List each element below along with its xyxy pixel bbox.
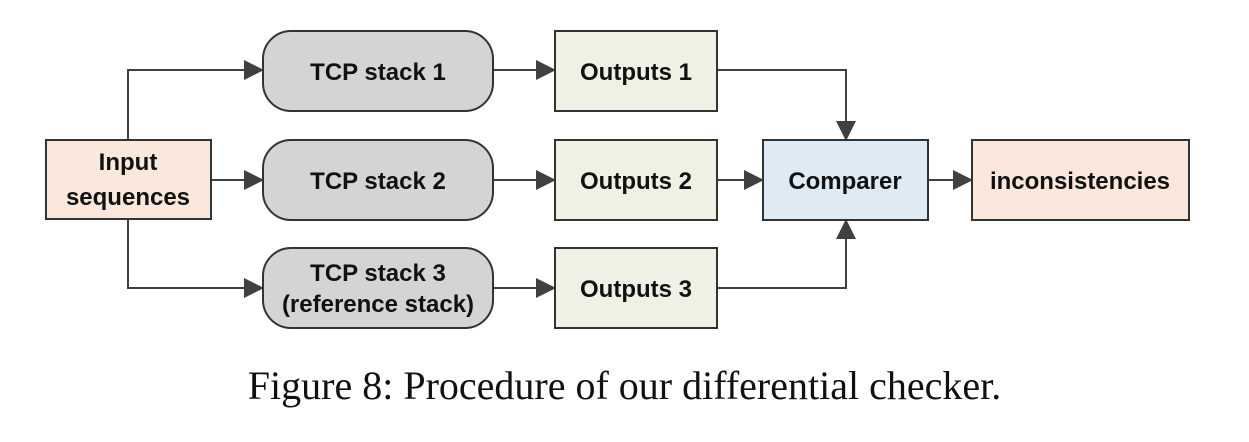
input-sequences-label-line2: sequences — [66, 184, 190, 211]
outputs-1-box — [554, 30, 718, 112]
arrow-outputs1-to-comparer — [717, 69, 856, 141]
tcp-stack-1-label: TCP stack 1 — [310, 59, 446, 86]
outputs-2-label: Outputs 2 — [580, 168, 692, 195]
tcp-stack-1-box — [262, 30, 494, 112]
inconsistencies-node: inconsistencies — [971, 139, 1190, 221]
arrow-outputs3-to-comparer — [717, 219, 856, 289]
arrow-input-to-tcp1 — [127, 60, 264, 139]
outputs-3-box — [554, 247, 718, 329]
input-sequences-label-line1: Input — [99, 149, 158, 176]
inconsistencies-label: inconsistencies — [990, 168, 1170, 195]
inconsistencies-box — [971, 139, 1190, 221]
tcp-stack-3-label-line2: (reference stack) — [282, 291, 474, 318]
arrow-input-to-tcp3 — [127, 219, 264, 298]
tcp-stack-3-node: TCP stack 3 (reference stack) — [262, 247, 494, 329]
input-sequences-node: Input sequences — [45, 139, 212, 220]
outputs-1-label: Outputs 1 — [580, 59, 692, 86]
outputs-2-box — [554, 139, 718, 221]
comparer-box — [762, 139, 929, 221]
comparer-node: Comparer — [762, 139, 929, 221]
tcp-stack-2-box — [262, 139, 494, 221]
tcp-stack-2-label: TCP stack 2 — [310, 168, 446, 195]
figure-caption: Figure 8: Procedure of our differential … — [247, 363, 1002, 408]
outputs-3-node: Outputs 3 — [554, 247, 718, 329]
outputs-3-label: Outputs 3 — [580, 276, 692, 303]
tcp-stack-3-box — [262, 247, 494, 329]
tcp-stack-1-node: TCP stack 1 — [262, 30, 494, 112]
tcp-stack-3-label-line1: TCP stack 3 — [310, 260, 446, 287]
outputs-2-node: Outputs 2 — [554, 139, 718, 221]
outputs-1-node: Outputs 1 — [554, 30, 718, 112]
comparer-label: Comparer — [788, 168, 901, 195]
tcp-stack-2-node: TCP stack 2 — [262, 139, 494, 221]
differential-checker-diagram: Input sequences TCP stack 1 TCP stack 2 … — [45, 30, 1190, 329]
input-sequences-box — [45, 139, 212, 220]
connectors — [127, 60, 973, 298]
